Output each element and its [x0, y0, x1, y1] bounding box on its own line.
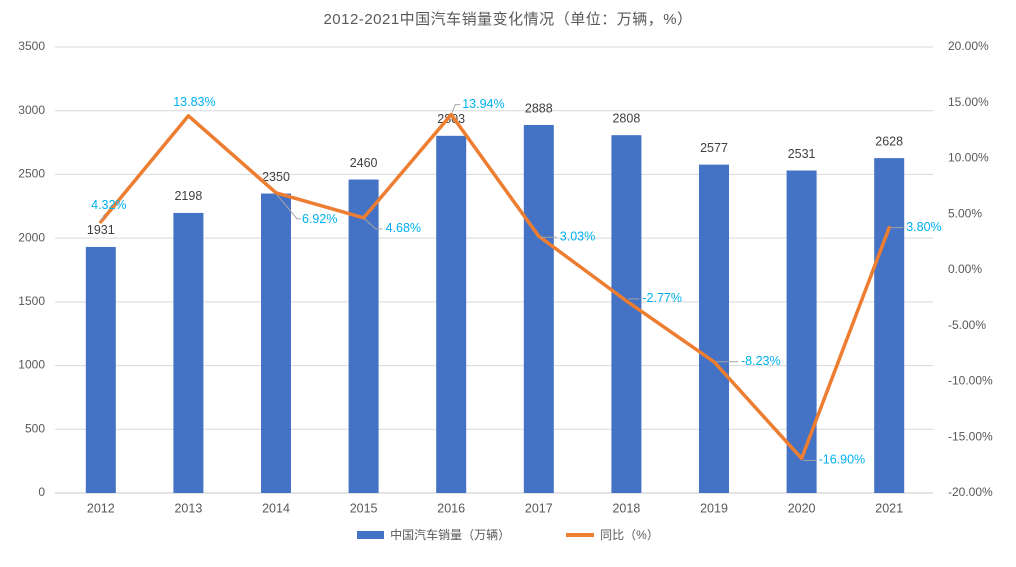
- bar-series-swatch-icon: [357, 530, 385, 539]
- percent-label: 4.68%: [386, 221, 421, 235]
- x-axis-label: 2015: [350, 501, 378, 515]
- percent-label: -8.23%: [741, 354, 781, 368]
- line-series: [99, 112, 891, 461]
- y-axis-right-tick-label: -5.00%: [948, 318, 986, 332]
- bar: [85, 246, 116, 493]
- percent-label: 13.83%: [173, 95, 215, 109]
- legend-label-yoy: 同比（%）: [600, 528, 659, 542]
- y-axis-left-tick-label: 2500: [18, 167, 45, 181]
- percent-label: 6.92%: [302, 212, 337, 226]
- percent-label: 3.03%: [560, 230, 595, 244]
- y-axis-right-tick-label: 15.00%: [948, 95, 989, 109]
- bar: [786, 170, 817, 494]
- chart-title: 2012-2021中国汽车销量变化情况（单位：万辆，%）: [323, 11, 693, 28]
- bar-value-label: 2808: [612, 111, 640, 125]
- y-axis-right-tick-label: 0.00%: [948, 262, 982, 276]
- bar: [699, 164, 729, 493]
- y-axis-right-tick-label: -20.00%: [948, 485, 993, 499]
- y-axis-left-tick-label: 0: [38, 485, 45, 499]
- label-leader-line: [276, 194, 301, 220]
- y-axis-left-tick-label: 500: [25, 421, 45, 435]
- label-leader-line: [451, 104, 461, 113]
- bar-value-label: 1931: [87, 223, 115, 237]
- x-axis-label: 2016: [437, 501, 465, 515]
- y-axis-right-tick-label: -10.00%: [948, 374, 993, 388]
- x-axis-label: 2020: [788, 501, 816, 515]
- y-axis-right-tick-label: 10.00%: [948, 151, 989, 165]
- bar-value-label: 2460: [350, 156, 378, 170]
- percent-label: -16.90%: [819, 453, 866, 467]
- percent-label: -2.77%: [642, 291, 682, 305]
- bar: [348, 179, 379, 494]
- legend-item-yoy: 同比（%）: [566, 526, 659, 543]
- x-axis-label: 2018: [612, 501, 640, 515]
- label-leader-line: [100, 213, 106, 222]
- bar-value-label: 2531: [788, 147, 816, 161]
- x-axis-label: 2013: [174, 501, 202, 515]
- x-axis-label: 2019: [700, 501, 728, 515]
- y-axis-right-tick-label: -15.00%: [948, 429, 993, 443]
- bar-value-label: 2350: [262, 170, 290, 184]
- chart-legend: 中国汽车销量（万辆） 同比（%）: [0, 526, 1016, 543]
- bar-value-label: 2888: [525, 101, 553, 115]
- bar: [261, 193, 291, 494]
- legend-item-sales: 中国汽车销量（万辆）: [357, 526, 510, 543]
- bar: [436, 135, 467, 493]
- percent-label: 4.32%: [91, 198, 126, 212]
- y-axis-left-tick-label: 3000: [18, 103, 45, 117]
- y-axis-left-tick-label: 3500: [18, 39, 45, 53]
- x-axis-label: 2017: [525, 501, 553, 515]
- bar: [173, 212, 204, 494]
- y-axis-right-tick-label: 5.00%: [948, 206, 982, 220]
- label-leader-line: [364, 218, 383, 230]
- x-axis-label: 2012: [87, 501, 115, 515]
- bar-value-label: 2577: [700, 141, 728, 155]
- line-series-swatch-icon: [566, 532, 595, 537]
- percent-label: 13.94%: [462, 97, 504, 111]
- y-axis-left-tick-label: 2000: [18, 230, 45, 244]
- percent-label: 3.80%: [906, 220, 941, 234]
- bar: [874, 158, 905, 493]
- y-axis-left-tick-label: 1000: [18, 358, 45, 372]
- x-axis-label: 2021: [875, 501, 903, 515]
- y-axis-right-tick-label: 20.00%: [948, 39, 989, 53]
- y-axis-left-tick-label: 1500: [18, 294, 45, 308]
- bar: [523, 124, 554, 494]
- bar-value-label: 2198: [174, 189, 202, 203]
- bar: [611, 135, 642, 493]
- x-axis-label: 2014: [262, 501, 290, 515]
- legend-label-sales: 中国汽车销量（万辆）: [390, 528, 511, 542]
- bar-value-label: 2628: [875, 134, 903, 148]
